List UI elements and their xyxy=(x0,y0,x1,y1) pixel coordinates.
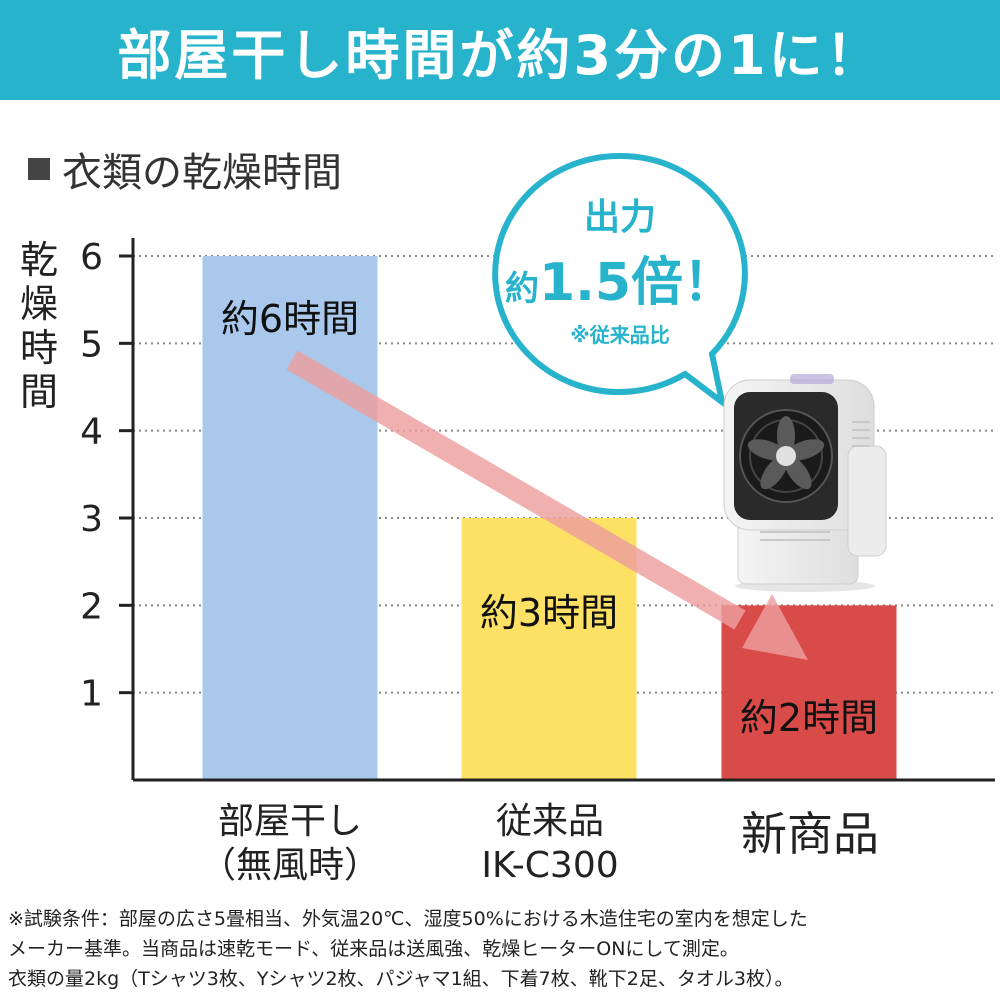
bar-data-label: 約6時間 xyxy=(221,297,359,341)
y-axis-label: 乾 燥 時 間 xyxy=(20,238,70,414)
trend-arrow-head xyxy=(742,594,808,660)
fan-heater-dryer-icon xyxy=(723,374,887,592)
title-banner: 部屋干し時間が約3分の1に！ xyxy=(0,0,1000,100)
speech-bubble xyxy=(492,152,748,410)
category-label: 新商品 xyxy=(710,807,910,861)
bar xyxy=(202,256,378,780)
trend-arrow-shaft xyxy=(286,350,746,630)
bar xyxy=(461,518,637,780)
y-axis-label-char: 乾 xyxy=(20,238,59,282)
bar-data-label: 約3時間 xyxy=(480,591,618,635)
trend-arrow xyxy=(286,350,808,660)
y-tick-label: 4 xyxy=(80,412,103,453)
category-label-line: 部屋干し xyxy=(217,801,362,842)
bubble-prefix: 約 xyxy=(504,269,539,309)
bubble-text: 出力 約1.5倍！ ※従来品比 xyxy=(490,150,750,410)
category-label-line: 新商品 xyxy=(741,807,879,861)
bubble-number: 1.5倍！ xyxy=(538,253,736,313)
category-label-line: 従来品 xyxy=(495,801,604,842)
y-tick-label: 6 xyxy=(80,237,103,278)
category-label-line: IK-C300 xyxy=(481,845,619,886)
bubble-line-output: 出力 xyxy=(583,197,656,238)
y-tick-label: 3 xyxy=(80,499,103,540)
y-tick-label: 2 xyxy=(80,586,103,627)
bubble-note: ※従来品比 xyxy=(570,323,670,347)
section-title: 衣類の乾燥時間 xyxy=(28,140,342,198)
bubble-line-ratio: 約1.5倍！ xyxy=(505,240,735,315)
section-title-text: 衣類の乾燥時間 xyxy=(62,150,342,196)
y-tick-label: 5 xyxy=(80,324,103,365)
category-label: 従来品 IK-C300 xyxy=(450,800,650,888)
footnote: ※試験条件：部屋の広さ5畳相当、外気温20℃、湿度50%における木造住宅の室内を… xyxy=(8,904,998,994)
y-axis-label-char: 時 xyxy=(20,326,59,370)
category-label: 部屋干し （無風時） xyxy=(190,800,390,888)
footnote-line: 衣類の量2kg（Tシャツ3枚、Yシャツ2枚、パジャマ1組、下着7枚、靴下2足、タ… xyxy=(8,968,794,990)
y-tick-label: 1 xyxy=(80,674,103,715)
footnote-line: メーカー基準。当商品は速乾モード、従来品は送風強、乾燥ヒーターONにして測定。 xyxy=(8,938,739,960)
y-axis-label-char: 間 xyxy=(20,370,59,414)
square-bullet-icon xyxy=(28,158,50,180)
bar xyxy=(721,605,897,780)
banner-title: 部屋干し時間が約3分の1に！ xyxy=(117,23,883,87)
y-axis-label-char: 燥 xyxy=(20,282,59,326)
bar-data-label: 約2時間 xyxy=(740,696,878,740)
category-label-line: （無風時） xyxy=(199,845,380,886)
footnote-line: ※試験条件：部屋の広さ5畳相当、外気温20℃、湿度50%における木造住宅の室内を… xyxy=(8,908,808,930)
